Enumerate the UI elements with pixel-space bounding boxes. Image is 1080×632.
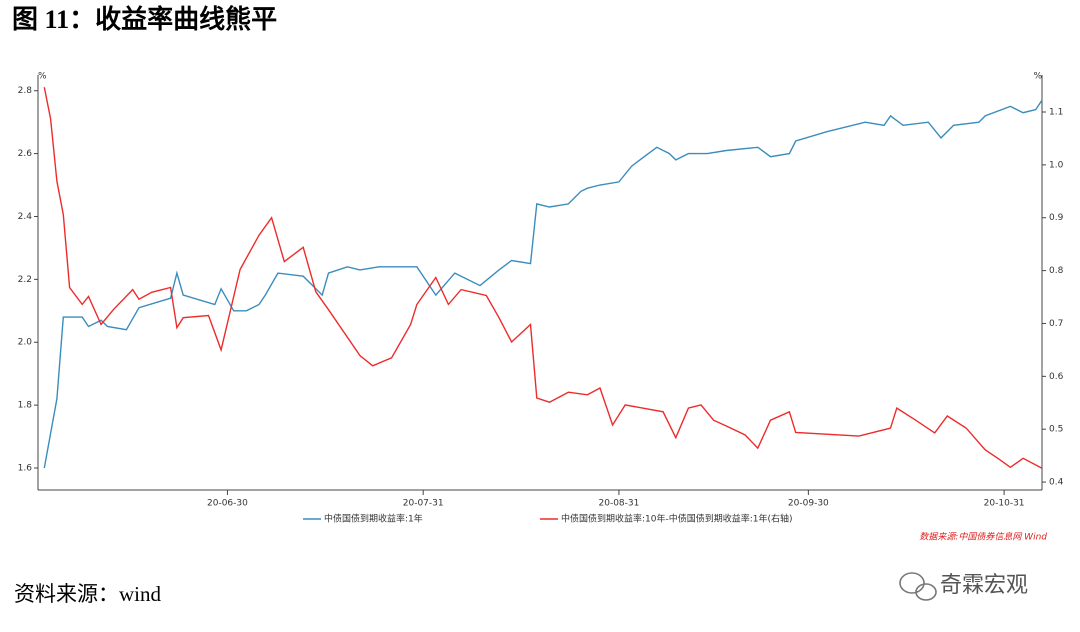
y2-tick-label: 0.9 (1049, 213, 1064, 223)
y-unit: % (38, 72, 47, 82)
y2-tick-label: 0.8 (1049, 266, 1064, 276)
y-tick-label: 1.8 (18, 401, 33, 411)
series-line (43, 99, 1043, 469)
y-tick-label: 1.6 (18, 463, 33, 473)
y2-tick-label: 0.4 (1049, 478, 1064, 488)
y-tick-label: 2.6 (18, 149, 33, 159)
legend-label: 中债国债到期收益率:1年 (324, 513, 423, 525)
y2-unit: % (1033, 72, 1042, 82)
x-tick-label: 20-06-30 (207, 499, 248, 509)
y2-tick-label: 1.0 (1049, 160, 1064, 170)
y2-tick-label: 0.6 (1049, 372, 1064, 382)
y-tick-label: 2.0 (18, 338, 33, 348)
y2-tick-label: 0.7 (1049, 319, 1063, 329)
x-tick-label: 20-07-31 (403, 499, 444, 509)
y-tick-label: 2.8 (18, 86, 33, 96)
y-tick-label: 2.4 (18, 212, 33, 222)
watermark-icon (899, 572, 937, 601)
x-tick-label: 20-08-31 (599, 499, 640, 509)
series-line (43, 87, 1043, 469)
data-note: 数据来源:中国债券信息网 Wind (919, 532, 1047, 543)
source: 资料来源：wind (14, 582, 161, 606)
title: 图 11：收益率曲线熊平 (12, 4, 277, 34)
x-tick-label: 20-09-30 (788, 499, 829, 509)
y2-tick-label: 1.1 (1049, 108, 1063, 118)
x-tick-label: 20-10-31 (984, 499, 1025, 509)
y-tick-label: 2.2 (18, 275, 32, 285)
watermark: 奇霖宏观 (940, 573, 1028, 598)
y2-tick-label: 0.5 (1049, 425, 1063, 435)
legend-label: 中债国债到期收益率:10年-中债国债到期收益率:1年(右轴) (561, 513, 793, 525)
